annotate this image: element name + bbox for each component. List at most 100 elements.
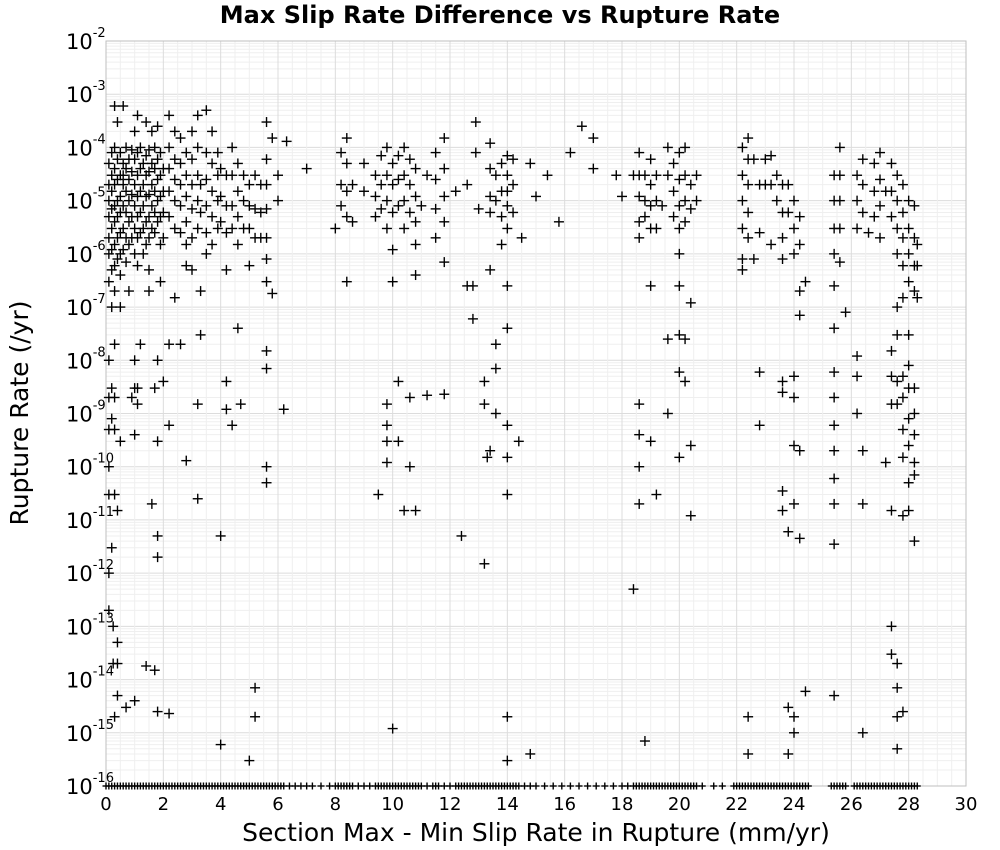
- data-point: [164, 211, 175, 222]
- data-point: [857, 207, 868, 218]
- data-point: [387, 158, 398, 169]
- data-point: [192, 399, 203, 410]
- data-point: [680, 216, 691, 227]
- data-point: [129, 695, 140, 706]
- data-point: [892, 376, 903, 387]
- data-point: [109, 142, 120, 153]
- data-point: [106, 542, 117, 553]
- data-point: [135, 186, 146, 197]
- data-point: [892, 223, 903, 234]
- data-point: [800, 686, 811, 697]
- data-point: [549, 782, 557, 790]
- data-point: [482, 452, 493, 463]
- data-point: [149, 142, 160, 153]
- data-point: [502, 323, 513, 334]
- data-point: [771, 195, 782, 206]
- data-point: [439, 389, 450, 400]
- data-point: [737, 142, 748, 153]
- data-point: [152, 154, 163, 165]
- data-point: [232, 239, 243, 250]
- data-point: [456, 530, 467, 541]
- data-point: [639, 195, 650, 206]
- data-point: [754, 367, 765, 378]
- y-tick-label: 10-5: [66, 186, 106, 214]
- data-point: [221, 376, 232, 387]
- data-point: [135, 339, 146, 350]
- data-point: [135, 142, 146, 153]
- data-point: [106, 383, 117, 394]
- data-point: [169, 195, 180, 206]
- data-point: [909, 200, 920, 211]
- data-point: [121, 257, 132, 268]
- data-point: [187, 126, 197, 137]
- data-point: [244, 179, 255, 190]
- data-point: [794, 239, 805, 250]
- data-point: [106, 147, 117, 158]
- data-point: [106, 413, 117, 424]
- data-point: [485, 207, 496, 218]
- data-point: [777, 254, 788, 265]
- y-tick-label: 10-8: [66, 345, 106, 373]
- data-point: [132, 110, 143, 121]
- data-point: [381, 223, 392, 234]
- data-point: [852, 170, 863, 181]
- data-point: [227, 420, 238, 431]
- data-point: [317, 782, 325, 790]
- data-point: [903, 223, 914, 234]
- data-point: [169, 174, 180, 185]
- data-point: [829, 445, 840, 456]
- data-point: [410, 505, 421, 516]
- data-point: [109, 179, 120, 190]
- data-point: [138, 200, 149, 211]
- data-point: [886, 621, 897, 632]
- data-point: [909, 457, 920, 468]
- data-point: [152, 355, 163, 366]
- data-point: [903, 413, 914, 424]
- data-point: [399, 505, 410, 516]
- data-point: [175, 339, 186, 350]
- data-point: [897, 232, 908, 243]
- data-point: [502, 223, 513, 234]
- data-point: [565, 147, 576, 158]
- x-tick-label: 30: [955, 794, 978, 815]
- data-point: [502, 489, 513, 500]
- data-point: [743, 179, 754, 190]
- data-point: [152, 706, 163, 717]
- data-point: [467, 280, 478, 291]
- data-point: [181, 170, 192, 181]
- data-point: [132, 232, 143, 243]
- data-point: [175, 200, 186, 211]
- data-point: [743, 711, 754, 722]
- data-point: [267, 133, 278, 144]
- data-point: [169, 223, 180, 234]
- data-point: [244, 755, 255, 766]
- data-point: [232, 323, 243, 334]
- data-point: [737, 264, 748, 275]
- data-point: [281, 136, 292, 147]
- data-point: [381, 420, 392, 431]
- data-point: [109, 163, 120, 174]
- data-point: [829, 473, 840, 484]
- data-point: [201, 147, 212, 158]
- data-point: [215, 216, 226, 227]
- data-point: [387, 244, 398, 255]
- data-point: [748, 254, 759, 265]
- data-point: [783, 179, 794, 190]
- data-point: [187, 203, 197, 214]
- data-point: [187, 179, 197, 190]
- data-point: [164, 163, 175, 174]
- data-point: [187, 264, 197, 275]
- data-point: [123, 216, 134, 227]
- data-point: [903, 440, 914, 451]
- data-point: [897, 706, 908, 717]
- data-point: [777, 505, 788, 516]
- data-point: [467, 313, 478, 324]
- data-point: [118, 223, 129, 234]
- data-point: [502, 452, 513, 463]
- data-point: [789, 248, 799, 259]
- data-point: [123, 195, 134, 206]
- data-point: [126, 144, 137, 155]
- data-point: [195, 207, 206, 218]
- data-point: [485, 163, 496, 174]
- data-point: [674, 367, 685, 378]
